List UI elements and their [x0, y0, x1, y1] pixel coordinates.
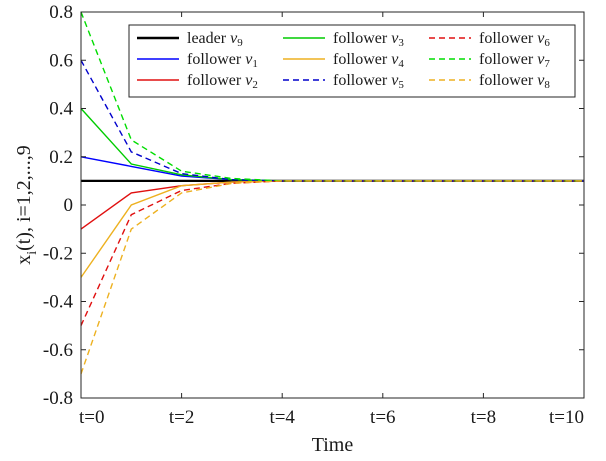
series-line-v4 — [80, 180, 584, 278]
legend-label-v4: follower v4 — [333, 51, 404, 70]
legend-label-v3: follower v3 — [333, 30, 404, 49]
x-tick-label: t=4 — [269, 407, 295, 428]
x-tick-label: t=0 — [79, 407, 105, 428]
x-tick-label: t=6 — [370, 407, 396, 428]
legend-box — [128, 24, 576, 98]
legend-label-v1: follower v1 — [187, 51, 258, 70]
y-tick-label: -0.8 — [43, 388, 73, 409]
series-line-v5 — [80, 59, 584, 182]
x-tick-label: t=8 — [471, 407, 497, 428]
y-tick-label: 0.6 — [49, 50, 73, 71]
x-tick-label: t=10 — [549, 407, 584, 428]
x-tick-label: t=2 — [169, 407, 195, 428]
series-line-v6 — [80, 180, 584, 326]
series-line-v8 — [80, 180, 584, 375]
legend-label-v2: follower v2 — [187, 72, 258, 91]
legend-label-v8: follower v8 — [479, 72, 550, 91]
series-line-v2 — [80, 180, 584, 230]
legend-label-v9: leader v9 — [187, 30, 243, 49]
y-tick-label: 0.2 — [49, 147, 73, 168]
y-tick-label: -0.6 — [43, 340, 73, 361]
legend-label-v5: follower v5 — [333, 72, 404, 91]
legend-label-v6: follower v6 — [479, 30, 550, 49]
y-axis-title: xi(t), i=1,2,...,9 — [13, 145, 40, 265]
series-layer — [80, 11, 584, 375]
legend-label-v7: follower v7 — [479, 51, 550, 70]
ticks-layer: t=0 t=2 t=4 t=6 t=8 t=10 -0.8 -0.6 -0.4 -0.2 0 0.2 0… — [43, 2, 585, 428]
y-tick-label: -0.2 — [43, 243, 73, 264]
y-tick-label: 0.4 — [49, 99, 73, 120]
y-tick-label: 0 — [64, 195, 74, 216]
y-axis-label-text: xi(t), i=1,2,...,9 — [13, 145, 40, 265]
y-tick-label: -0.4 — [43, 292, 74, 313]
y-tick-label: 0.8 — [49, 2, 73, 23]
x-axis-title: Time — [312, 434, 354, 456]
legend: leader v9 follower v1 follower v2 follower … — [128, 24, 576, 98]
series-line-v3 — [80, 108, 584, 182]
